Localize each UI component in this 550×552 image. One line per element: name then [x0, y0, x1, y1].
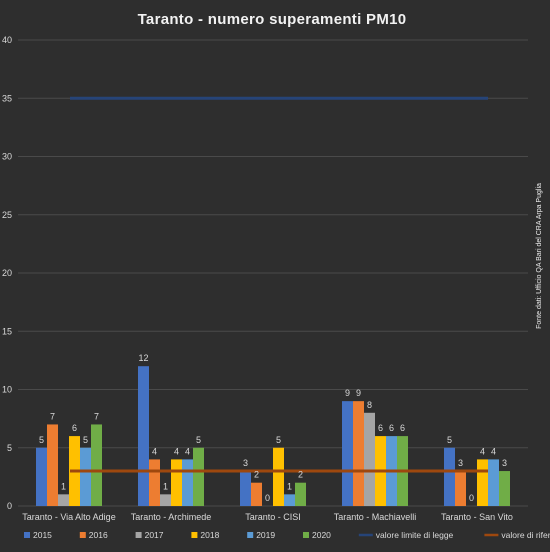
bar-2018-2	[273, 447, 284, 506]
category-label: Taranto - Archimede	[131, 512, 212, 522]
legend: 2015 2016 2017 2018 2019 2020 valore limite di…	[24, 530, 550, 540]
legend-swatch	[191, 532, 198, 538]
data-label: 3	[458, 458, 463, 468]
data-label: 5	[83, 435, 88, 445]
data-label: 4	[185, 446, 190, 456]
legend-label: 2019	[256, 530, 275, 540]
data-label: 3	[502, 458, 507, 468]
bars-layer	[36, 366, 510, 506]
legend-item-6: valore limite di legge	[358, 530, 454, 540]
bar-2017-3	[364, 412, 375, 506]
legend-swatch	[135, 532, 142, 538]
bar-2019-0	[80, 447, 91, 506]
bar-2015-4	[444, 447, 455, 506]
bar-2020-4	[499, 471, 510, 506]
y-tick-label: 15	[2, 326, 12, 336]
data-label: 2	[254, 470, 259, 480]
legend-item-1: 2016	[79, 530, 108, 540]
legend-label: 2018	[200, 530, 219, 540]
bar-2015-3	[342, 401, 353, 506]
legend-item-4: 2019	[247, 530, 275, 540]
y-tick-label: 5	[7, 443, 12, 453]
bar-2018-4	[477, 459, 488, 506]
data-label: 6	[389, 423, 394, 433]
bar-2015-2	[240, 471, 251, 506]
y-tick-label: 40	[2, 35, 12, 45]
data-label: 1	[163, 481, 168, 491]
data-label: 5	[447, 435, 452, 445]
category-label: Taranto - San Vito	[441, 512, 513, 522]
data-label: 2	[298, 470, 303, 480]
data-label: 5	[196, 435, 201, 445]
legend-item-7: valore di riferimento OMS	[484, 530, 550, 540]
legend-label: 2016	[89, 530, 108, 540]
legend-swatch	[24, 532, 30, 538]
reference-lines-layer	[70, 96, 488, 473]
data-label: 4	[480, 446, 485, 456]
data-label: 1	[287, 481, 292, 491]
legend-swatch	[247, 532, 254, 538]
bar-2020-1	[193, 447, 204, 506]
category-label: Taranto - Machiavelli	[334, 512, 417, 522]
y-tick-label: 25	[2, 210, 12, 220]
data-label: 6	[72, 423, 77, 433]
y-tick-label: 0	[7, 501, 12, 511]
bar-2020-0	[91, 424, 102, 506]
bar-2015-1	[138, 366, 149, 506]
chart-title: Taranto - numero superamenti PM10	[138, 11, 407, 28]
legend-label: 2015	[33, 530, 52, 540]
data-label: 5	[276, 435, 281, 445]
bar-2018-1	[171, 459, 182, 506]
data-label: 6	[378, 423, 383, 433]
data-label: 6	[400, 423, 405, 433]
bar-2019-1	[182, 459, 193, 506]
legend-label: 2017	[145, 530, 164, 540]
legend-item-5: 2020	[303, 530, 331, 540]
data-label: 7	[50, 411, 55, 421]
bar-2016-3	[353, 401, 364, 506]
y-tick-label: 30	[2, 152, 12, 162]
y-tick-label: 20	[2, 268, 12, 278]
category-label: Taranto - Via Alto Adige	[22, 512, 115, 522]
legend-label: valore di riferimento OMS	[501, 530, 550, 540]
legend-item-0: 2015	[24, 530, 52, 540]
data-label: 4	[174, 446, 179, 456]
legend-label: 2020	[312, 530, 331, 540]
data-label: 3	[243, 458, 248, 468]
data-label: 9	[356, 388, 361, 398]
bar-2016-1	[149, 459, 160, 506]
data-label: 9	[345, 388, 350, 398]
data-label: 0	[469, 493, 474, 503]
legend-item-3: 2018	[191, 530, 220, 540]
legend-swatch	[79, 532, 86, 538]
source-note: Fonte dati: Ufficio QA Bari del CRA Arpa…	[536, 183, 543, 329]
bar-2016-0	[47, 424, 58, 506]
bar-2015-0	[36, 447, 47, 506]
legend-label: valore limite di legge	[376, 530, 454, 540]
data-label: 1	[61, 481, 66, 491]
data-label: 4	[491, 446, 496, 456]
data-label: 4	[152, 446, 157, 456]
data-label: 0	[265, 493, 270, 503]
data-label: 7	[94, 411, 99, 421]
bar-2019-2	[284, 494, 295, 506]
legend-item-2: 2017	[135, 530, 164, 540]
bar-2019-4	[488, 459, 499, 506]
bar-2016-2	[251, 482, 262, 506]
y-tick-label: 35	[2, 93, 12, 103]
bar-2017-1	[160, 494, 171, 506]
data-label: 8	[367, 400, 372, 410]
bar-2017-0	[58, 494, 69, 506]
bar-2016-4	[455, 471, 466, 506]
category-label: Taranto - CISI	[245, 512, 301, 522]
data-label: 12	[138, 353, 148, 363]
y-tick-label: 10	[2, 385, 12, 395]
bar-2020-2	[295, 482, 306, 506]
legend-swatch	[303, 532, 309, 538]
data-label: 5	[39, 435, 44, 445]
